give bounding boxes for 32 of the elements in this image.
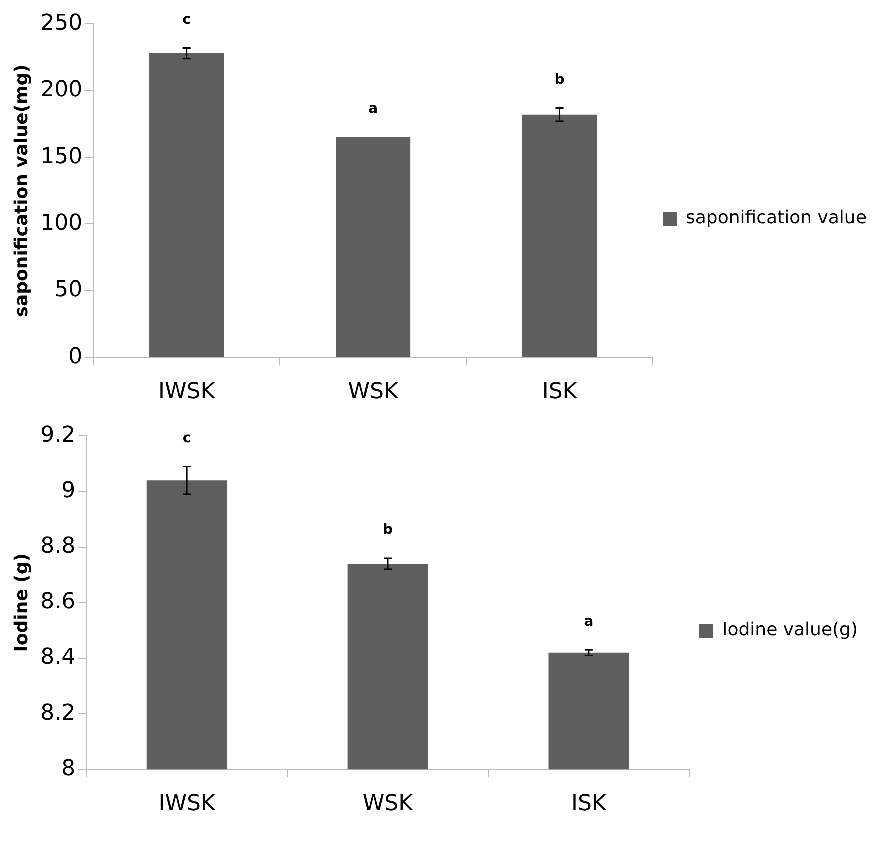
- y-tick-label: 9: [62, 478, 76, 504]
- y-tick-label: 150: [40, 144, 83, 170]
- x-tick-label: ISK: [571, 792, 607, 817]
- y-tick-label: 0: [68, 344, 83, 370]
- y-tick-label: 9.2: [40, 422, 76, 448]
- y-axis-title: Iodine (g): [11, 554, 32, 652]
- x-tick-label: ISK: [542, 380, 578, 405]
- annotation: b: [382, 522, 394, 538]
- annotation: c: [182, 12, 191, 28]
- legend-label: saponification value: [686, 208, 867, 229]
- bar: [150, 54, 224, 358]
- x-tick-label: WSK: [362, 792, 414, 817]
- y-tick-label: 200: [40, 78, 83, 103]
- y-tick-label: 8.2: [40, 700, 76, 726]
- annotation: a: [584, 614, 594, 630]
- y-tick-label: 100: [40, 210, 83, 236]
- bar: [336, 138, 411, 358]
- y-tick-label: 250: [40, 10, 83, 36]
- annotation: a: [368, 101, 378, 118]
- y-tick-label: 8: [62, 756, 76, 782]
- legend-label: Iodine value(g): [722, 620, 858, 641]
- x-tick-label: IWSK: [158, 792, 216, 817]
- x-tick-label: IWSK: [158, 380, 216, 405]
- annotation: b: [554, 72, 565, 88]
- annotation: c: [182, 430, 192, 446]
- x-tick-label: WSK: [348, 380, 399, 405]
- y-axis-title: saponification value(mg): [11, 64, 32, 318]
- y-tick-label: 8.4: [40, 645, 76, 670]
- bar: [522, 114, 598, 358]
- y-tick-label: 50: [54, 278, 83, 303]
- y-tick-label: 8.6: [40, 590, 76, 615]
- y-tick-label: 8.8: [40, 534, 76, 560]
